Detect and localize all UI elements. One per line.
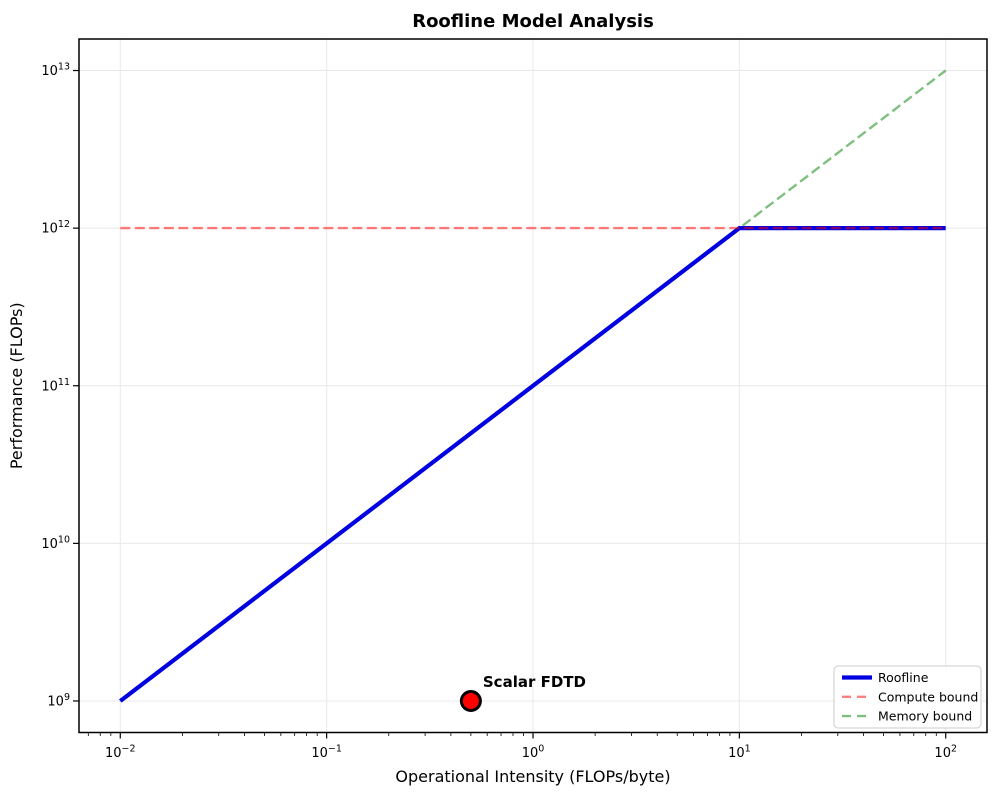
chart-title: Roofline Model Analysis [412,11,654,32]
legend-label-roofline: Roofline [878,670,929,685]
legend-entry-memory-bound: Memory bound [842,709,972,724]
legend-entry-roofline: Roofline [842,670,929,685]
scalar-fdtd-label: Scalar FDTD [483,673,586,691]
legend-label-compute-bound: Compute bound [878,689,978,704]
legend: Roofline Compute bound Memory bound [833,665,982,729]
legend-entry-compute-bound: Compute bound [842,689,978,704]
y-axis-label: Performance (FLOPs) [7,302,26,469]
legend-label-memory-bound: Memory bound [878,709,972,724]
scalar-fdtd-point [459,689,482,712]
legend-box [833,665,982,729]
x-axis-label: Operational Intensity (FLOPs/byte) [395,767,670,786]
